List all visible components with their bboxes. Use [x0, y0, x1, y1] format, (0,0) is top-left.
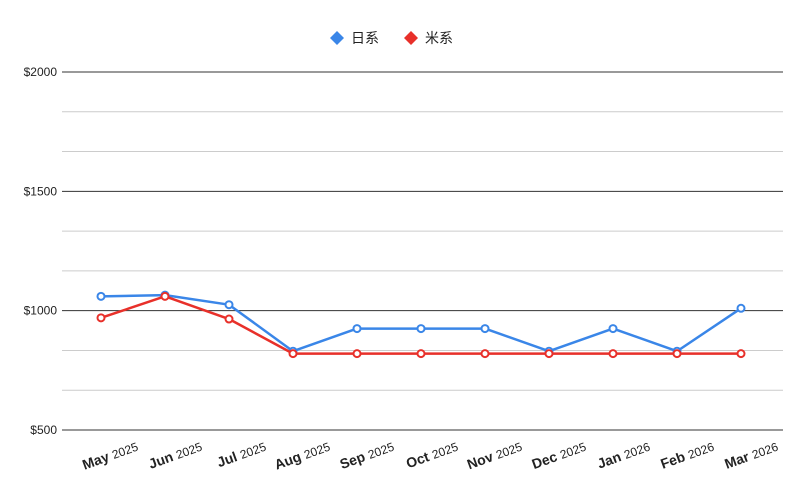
x-tick-label-10: Mar2026 [722, 438, 780, 472]
legend-label-0: 日系 [351, 31, 379, 47]
data-point-0-0[interactable] [96, 291, 106, 301]
x-tick-label-4: Sep2025 [338, 438, 397, 472]
data-point-1-5[interactable] [416, 349, 426, 359]
data-point-0-10[interactable] [736, 303, 746, 313]
data-point-1-9[interactable] [672, 349, 682, 359]
data-point-1-2[interactable] [224, 314, 234, 324]
data-point-0-2[interactable] [224, 300, 234, 310]
data-point-0-5[interactable] [416, 324, 426, 334]
data-point-0-6[interactable] [480, 324, 490, 334]
data-point-1-0[interactable] [96, 313, 106, 323]
series-0 [96, 290, 746, 356]
series-line-0 [100, 293, 742, 353]
x-tick-label-7: Dec2025 [530, 438, 589, 472]
y-tick-label-3: $2000 [24, 65, 58, 79]
data-point-1-1[interactable] [160, 291, 170, 301]
data-point-1-3[interactable] [288, 349, 298, 359]
data-point-1-7[interactable] [544, 349, 554, 359]
legend-marker-1 [404, 31, 418, 45]
series-layer [96, 290, 746, 359]
legend: 日系 米系 [330, 31, 453, 47]
x-tick-label-5: Oct2025 [404, 438, 461, 472]
x-axis: May2025 Jun2025 Jul2025 Aug2025 Sep2025 Oct20… [80, 438, 780, 473]
data-point-0-8[interactable] [608, 324, 618, 334]
series-1 [96, 291, 746, 359]
data-point-1-4[interactable] [352, 349, 362, 359]
y-axis: $500 $1000 $1500 $2000 [24, 65, 58, 437]
x-tick-label-8: Jan2026 [595, 438, 652, 472]
y-tick-label-2: $1500 [24, 184, 58, 198]
data-point-1-10[interactable] [736, 349, 746, 359]
x-tick-label-0: May2025 [80, 438, 140, 473]
data-point-1-6[interactable] [480, 349, 490, 359]
data-point-0-4[interactable] [352, 324, 362, 334]
x-tick-label-3: Aug2025 [272, 438, 332, 473]
legend-label-1: 米系 [425, 31, 453, 47]
data-point-1-8[interactable] [608, 349, 618, 359]
y-tick-label-1: $1000 [24, 304, 58, 318]
x-tick-label-6: Nov2025 [465, 438, 524, 473]
x-tick-label-2: Jul2025 [215, 438, 269, 471]
gridlines [62, 71, 783, 431]
x-tick-label-1: Jun2025 [146, 438, 204, 472]
legend-marker-0 [330, 31, 344, 45]
y-tick-label-0: $500 [30, 423, 57, 437]
x-tick-label-9: Feb2026 [658, 438, 716, 472]
